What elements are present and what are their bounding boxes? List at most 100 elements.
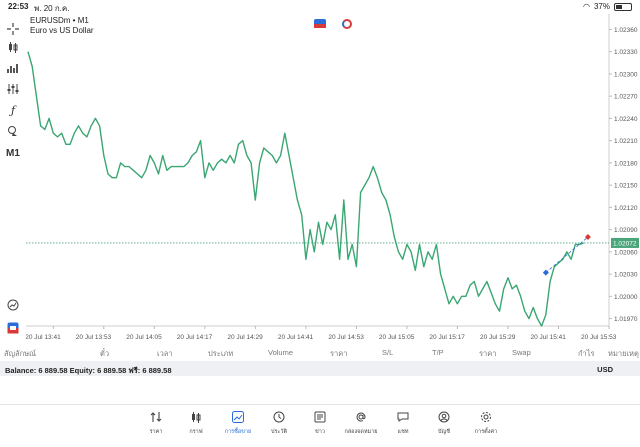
x-tick-label: 20 Jul 15:53 [581, 334, 617, 341]
y-tick-label: 1.02210 [614, 138, 638, 145]
status-bar: 22:53 พ. 20 ก.ค. ◠ 37% [0, 0, 640, 14]
price-series-line [27, 51, 584, 327]
y-tick-label: 1.02240 [614, 116, 638, 123]
balance-text: Balance: 6 889.58 Equity: 6 889.58 ฟรี: … [5, 366, 172, 375]
nav-item-quotes-arrows[interactable]: ราคา [136, 411, 176, 436]
column-header[interactable]: กำไร [578, 349, 595, 358]
nav-item-mailbox-at[interactable]: กล่องจดหมาย [341, 411, 381, 436]
x-tick-label: 20 Jul 14:53 [328, 334, 364, 341]
nav-item-candles[interactable]: กราฟ [176, 411, 216, 436]
trade-table-header: สัญลักษณ์ ตั๋ว เวลา ประเภท Volume ราคา S/L T/P ร… [0, 346, 640, 360]
candles-icon [176, 411, 216, 425]
chart-description: Euro vs US Dollar [30, 26, 94, 35]
y-tick-label: 1.02030 [614, 272, 638, 279]
column-header[interactable]: ราคา [330, 349, 348, 358]
battery-fill [616, 4, 622, 9]
trade-marker-buy [542, 269, 549, 276]
settings-gear-icon [466, 411, 506, 425]
objects-shapes-icon[interactable] [4, 122, 22, 140]
account-user-icon [424, 411, 464, 425]
chart-canvas[interactable]: 1.02360 1.02330 1.02300 1.02270 1.02240 1.022… [25, 14, 640, 344]
balance-bar: Balance: 6 889.58 Equity: 6 889.58 ฟรี: … [0, 361, 640, 376]
crosshair-icon[interactable] [4, 20, 22, 38]
chart-toolbar: ƒ M1 [0, 14, 26, 336]
nav-item-trade-chart[interactable]: การซื้อขาย [218, 411, 258, 436]
nav-label: ข่าว [315, 429, 325, 435]
nav-label: การซื้อขาย [224, 429, 252, 435]
x-tick-label: 20 Jul 14:17 [177, 334, 213, 341]
bottom-navigation: ราคา กราฟ การซื้อขาย ประวัติ ข่าว กล่องจดหมาย… [0, 404, 640, 447]
nav-label: แชท [397, 429, 409, 435]
chart-top-icons [314, 19, 352, 29]
status-date: พ. 20 ก.ค. [34, 4, 70, 13]
x-tick-label: 20 Jul 15:41 [530, 334, 566, 341]
y-tick-label: 1.02180 [614, 160, 638, 167]
y-tick-label: 1.02120 [614, 205, 638, 212]
status-time: 22:53 [8, 2, 29, 11]
current-price-label: 1.02072 [613, 240, 637, 247]
wifi-icon: ◠ [583, 2, 590, 11]
nav-item-settings-gear[interactable]: การตั้งค่า [466, 411, 506, 436]
y-tick-label: 1.02000 [614, 294, 638, 301]
y-tick-label: 1.01970 [614, 316, 638, 323]
battery-icon [614, 2, 632, 11]
timeframe-button[interactable]: M1 [6, 147, 20, 159]
price-chart[interactable]: EURUSDm • M1 Euro vs US Dollar 1.02360 1.… [25, 14, 640, 344]
column-header[interactable]: ตั๋ว [100, 349, 110, 358]
x-tick-label: 20 Jul 15:29 [480, 334, 516, 341]
nav-label: ประวัติ [270, 429, 288, 435]
column-header[interactable]: Swap [512, 348, 531, 357]
x-tick-label: 20 Jul 13:41 [26, 334, 61, 341]
y-tick-label: 1.02060 [614, 249, 638, 256]
chart-symbol-header: EURUSDm • M1 Euro vs US Dollar [30, 16, 94, 36]
function-f-icon[interactable]: ƒ [10, 103, 16, 117]
quotes-arrows-icon [136, 411, 176, 425]
column-header[interactable]: Volume [268, 348, 294, 357]
y-tick-label: 1.02150 [614, 183, 638, 190]
nav-item-history-clock[interactable]: ประวัติ [259, 411, 299, 436]
y-tick-label: 1.02330 [614, 49, 638, 56]
column-header[interactable]: ราคา [479, 349, 497, 358]
status-right: ◠ 37% [583, 2, 632, 11]
y-tick-label: 1.02360 [614, 27, 638, 34]
nav-item-news[interactable]: ข่าว [300, 411, 340, 436]
x-tick-label: 20 Jul 15:17 [429, 334, 465, 341]
depth-of-market-icon[interactable] [342, 19, 352, 29]
news-icon [300, 411, 340, 425]
chat-bubble-icon [383, 411, 423, 425]
history-clock-icon [259, 411, 299, 425]
y-tick-label: 1.02270 [614, 94, 638, 101]
indicators-icon[interactable] [4, 59, 22, 77]
balance-currency: USD [597, 365, 613, 374]
nav-label: กราฟ [189, 429, 203, 435]
y-tick-label: 1.02090 [614, 227, 638, 234]
x-tick-label: 20 Jul 15:05 [379, 334, 415, 341]
column-header[interactable]: หมายเหตุ [608, 349, 639, 358]
nav-label: ราคา [149, 429, 163, 435]
one-click-trading-icon[interactable] [4, 319, 22, 337]
column-header[interactable]: T/P [432, 348, 444, 357]
trade-marker-sell [584, 234, 591, 241]
battery-percent: 37% [593, 2, 610, 11]
trade-connector-line [545, 236, 589, 273]
trade-chart-icon [218, 411, 258, 425]
column-header[interactable]: S/L [382, 348, 394, 357]
column-header[interactable]: ประเภท [208, 349, 234, 358]
column-header[interactable]: สัญลักษณ์ [4, 349, 37, 358]
column-header[interactable]: เวลา [157, 349, 173, 358]
chart-symbol: EURUSDm • M1 [30, 16, 89, 25]
chart-type-candles-icon[interactable] [4, 38, 22, 56]
one-click-trade-icon[interactable] [314, 19, 326, 28]
nav-label: การตั้งค่า [474, 429, 498, 435]
nav-label: บัญชี [438, 429, 450, 435]
trading-gauge-icon[interactable] [4, 296, 22, 314]
nav-item-account-user[interactable]: บัญชี [424, 411, 464, 436]
x-tick-label: 20 Jul 13:53 [76, 334, 112, 341]
nav-item-chat-bubble[interactable]: แชท [383, 411, 423, 436]
settings-sliders-icon[interactable] [4, 80, 22, 98]
y-tick-label: 1.02300 [614, 71, 638, 78]
x-tick-label: 20 Jul 14:29 [227, 334, 263, 341]
x-tick-label: 20 Jul 14:05 [126, 334, 162, 341]
mailbox-at-icon [341, 411, 381, 425]
